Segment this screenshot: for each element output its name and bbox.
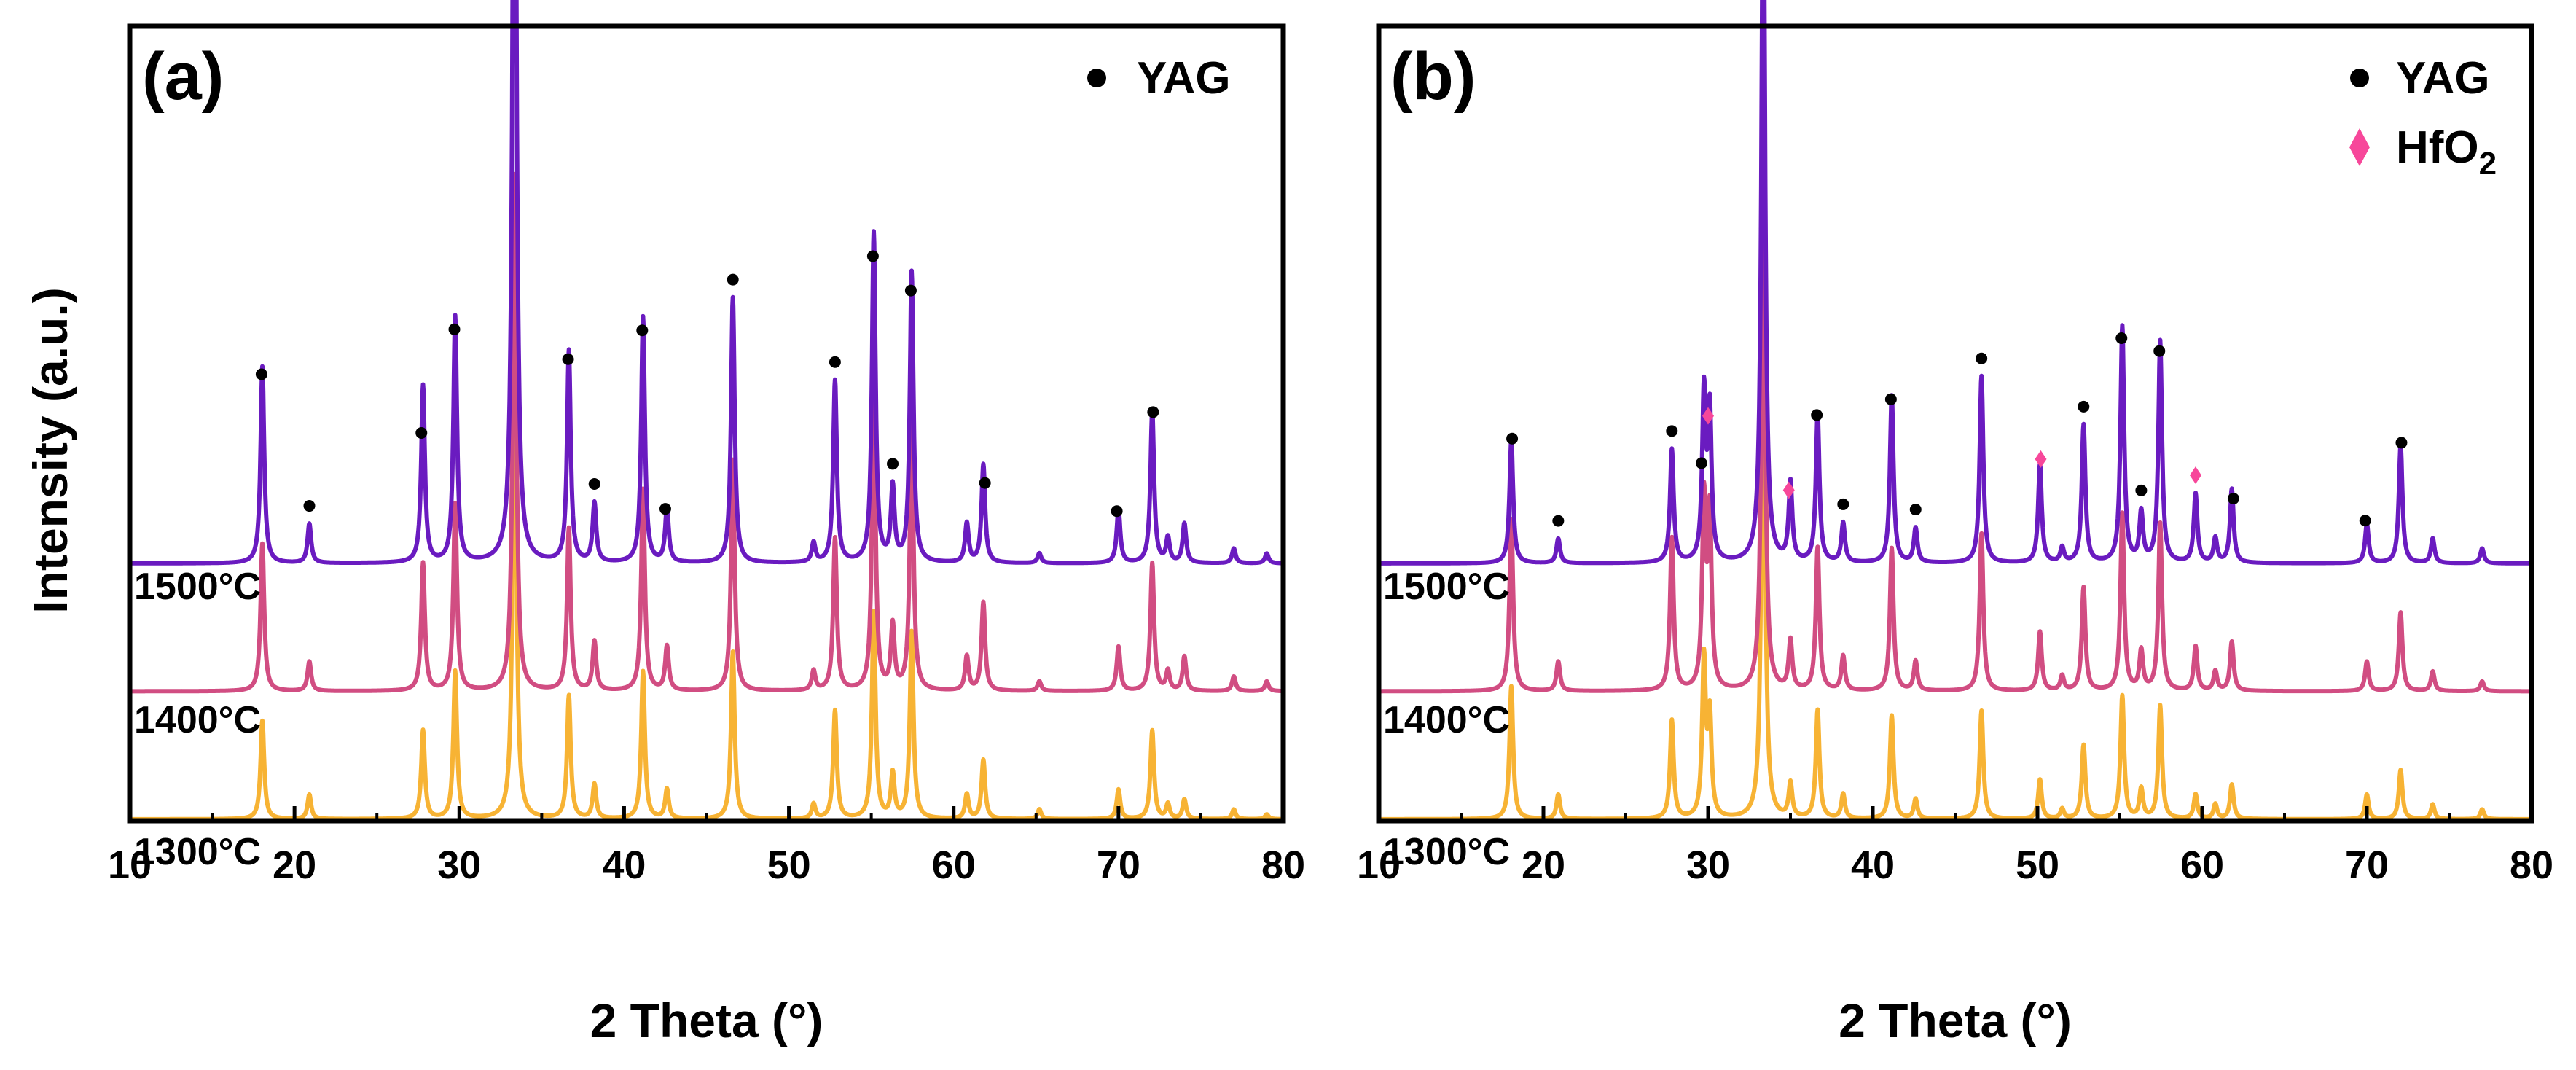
panel-a-tick-label: 50 [767, 843, 811, 887]
yag-peak-marker [659, 503, 671, 515]
panel-b-legend-hfo2-label: HfO2 [2396, 122, 2497, 181]
yag-peak-marker [303, 500, 316, 512]
hfo2-peak-marker [1782, 481, 1795, 499]
panel-a-tick-label: 80 [1261, 843, 1305, 887]
yag-peak-marker [1506, 432, 1519, 445]
yag-peak-marker [1695, 457, 1707, 469]
panel-b-markers [1506, 332, 2408, 527]
panel-a: (a) YAG 1500°C 1400°C 1300°C 10 20 30 40… [108, 0, 1305, 1047]
panel-b-tick-label: 60 [2180, 843, 2224, 887]
yag-peak-marker [636, 324, 649, 337]
panel-a-tick-label: 30 [437, 843, 481, 887]
panel-b-temp-1400: 1400°C [1383, 699, 1510, 741]
yag-peak-marker [2078, 400, 2090, 413]
panel-a-markers [255, 250, 1159, 518]
panel-b-tick-label: 40 [1851, 843, 1895, 887]
yag-peak-marker [2227, 493, 2239, 505]
yag-peak-marker [1552, 515, 1565, 527]
panel-b-temp-1500: 1500°C [1383, 566, 1510, 608]
yag-peak-marker [1147, 406, 1159, 418]
panel-b-tick-label: 50 [2016, 843, 2059, 887]
panel-a-label: (a) [142, 39, 224, 114]
panel-b-tick-label: 70 [2345, 843, 2389, 887]
panel-b-tick-label: 30 [1686, 843, 1730, 887]
hfo2-peak-marker [2189, 466, 2201, 485]
series-line-1300c [128, 324, 1285, 821]
panel-a-tick-label: 60 [932, 843, 976, 887]
panel-b-label: (b) [1390, 39, 1476, 114]
yag-peak-marker [866, 250, 879, 262]
yag-peak-marker [1884, 393, 1897, 405]
panel-a-ticks [128, 806, 1285, 821]
yag-peak-marker [2153, 345, 2166, 357]
yag-peak-marker [448, 323, 461, 335]
yag-peak-marker [887, 458, 899, 470]
yag-peak-marker [829, 356, 841, 368]
series-line-1400c [128, 171, 1285, 694]
series-line-1400c [1377, 147, 2534, 694]
yag-peak-marker [904, 284, 917, 297]
panel-a-tick-labels: 10 20 30 40 50 60 70 80 [108, 843, 1305, 887]
yag-peak-marker [2115, 332, 2128, 345]
series-line-1300c [1377, 275, 2534, 821]
yag-peak-marker [2359, 515, 2371, 527]
panel-a-temp-1500: 1500°C [134, 566, 261, 608]
panel-a-temp-1400: 1400°C [134, 699, 261, 741]
series-line-1500c [1377, 0, 2534, 566]
panel-b-tick-label: 20 [1522, 843, 1565, 887]
panel-a-legend: YAG [1087, 53, 1231, 104]
yag-peak-marker [1811, 409, 1823, 421]
yag-peak-marker [727, 273, 739, 286]
panel-a-tick-label: 70 [1097, 843, 1140, 887]
panel-b-temp-1300: 1300°C [1383, 831, 1510, 873]
yag-peak-marker [2395, 437, 2408, 449]
yag-peak-marker [588, 477, 600, 490]
panel-a-frame [127, 23, 1286, 824]
panel-a-tick-label: 40 [602, 843, 646, 887]
yag-peak-marker [979, 477, 991, 489]
panel-a-series [128, 0, 1285, 821]
panel-a-temp-1300: 1300°C [134, 831, 261, 873]
hfo2-peak-marker [2035, 450, 2047, 468]
panel-b-tick-label: 80 [2510, 843, 2553, 887]
hfo2-peak-marker [1702, 407, 1714, 425]
panel-b-tick-label: 10 [1357, 843, 1401, 887]
yag-peak-marker [1909, 504, 1922, 516]
panel-a-x-axis-title: 2 Theta (°) [590, 993, 823, 1047]
panel-a-legend-yag-marker [1087, 69, 1106, 87]
yag-peak-marker [1976, 352, 1988, 364]
panel-b: (b) YAG HfO2 1500°C 1400°C 1300°C 10 20 … [1357, 0, 2553, 1047]
panel-b-tick-labels: 10 20 30 40 50 60 70 80 [1357, 843, 2553, 887]
panel-a-tick-label: 10 [108, 843, 152, 887]
yag-peak-marker [1837, 498, 1849, 510]
panel-b-series [1377, 0, 2534, 821]
yag-peak-marker [562, 353, 574, 365]
panel-b-legend-yag-marker [2350, 69, 2369, 87]
panel-b-ticks [1377, 806, 2534, 821]
panel-a-legend-yag-label: YAG [1137, 53, 1231, 104]
panel-b-legend-hfo2-text: HfO [2396, 122, 2479, 173]
yag-peak-marker [255, 368, 267, 380]
yag-peak-marker [1111, 505, 1123, 518]
y-axis-title: Intensity (a.u.) [23, 287, 77, 613]
yag-peak-marker [2135, 484, 2148, 496]
panel-b-legend-yag-label: YAG [2396, 53, 2490, 104]
panel-b-legend: YAG HfO2 [2349, 53, 2497, 181]
yag-peak-marker [1666, 425, 1678, 437]
series-line-1500c [128, 0, 1285, 566]
panel-b-legend-hfo2-marker [2349, 128, 2370, 166]
panel-b-x-axis-title: 2 Theta (°) [1839, 993, 2072, 1047]
panel-a-tick-label: 20 [273, 843, 316, 887]
panel-b-legend-hfo2-subscript: 2 [2479, 146, 2497, 181]
yag-peak-marker [415, 427, 428, 440]
